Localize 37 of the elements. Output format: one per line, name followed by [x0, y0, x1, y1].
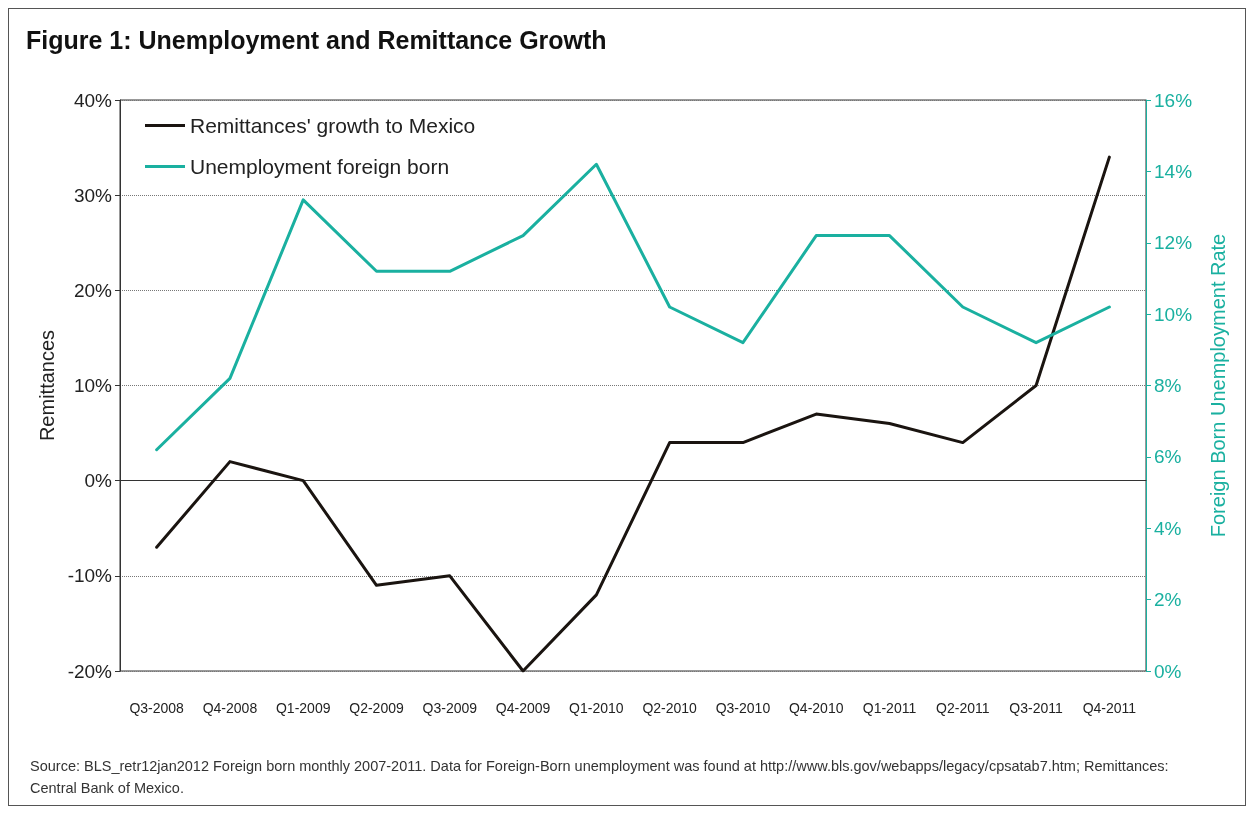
line-series: [155, 155, 1111, 673]
chart-title: Figure 1: Unemployment and Remittance Growth: [26, 26, 607, 55]
y-tick-label: -10%: [67, 565, 113, 587]
x-tick-label: Q3-2010: [715, 700, 771, 716]
y-tick-label: 30%: [73, 184, 113, 206]
x-tick-label: Q2-2011: [936, 700, 990, 716]
y2-axis-title: Foreign Born Unemployment Rate: [1207, 233, 1229, 538]
y-tick-label: -20%: [67, 660, 113, 682]
x-tick-label: Q1-2011: [862, 700, 917, 716]
x-tick-label: Q2-2010: [642, 700, 698, 716]
x-tick-label: Q4-2008: [202, 700, 258, 716]
y2-tick-label: 12%: [1154, 232, 1193, 254]
y2-tick-label: 4%: [1154, 517, 1182, 539]
x-tick-label: Q3-2011: [1009, 700, 1063, 716]
y2-tick-label: 14%: [1154, 160, 1193, 182]
x-tick-label: Q1-2009: [275, 700, 331, 716]
y-tick-label: 20%: [73, 279, 113, 301]
y2-tick-label: 10%: [1154, 303, 1193, 325]
x-tick-label: Q2-2009: [349, 700, 404, 716]
y2-tick-label: 6%: [1154, 446, 1182, 468]
y2-tick-label: 16%: [1154, 89, 1193, 111]
y-axis-title: Remittances: [35, 329, 58, 442]
x-tick-label: Q1-2010: [569, 700, 624, 716]
x-tick-label: Q4-2010: [788, 700, 844, 716]
source-note: Source: BLS_retr12jan2012 Foreign born monthly 2007-2011. Data for Foreign-Born unemployment was found at http://www.bls.gov/webapps/legacy/cpsatab7.htm; Remittances: Central Bank of Mexico.: [30, 757, 1170, 798]
y2-tick-label: 2%: [1154, 589, 1182, 611]
x-tick-label: Q3-2008: [129, 700, 185, 716]
legend-label: Unemployment foreign born: [190, 155, 450, 178]
y-tick-label: 10%: [73, 375, 113, 396]
legend-label: Remittances' growth to Mexico: [190, 114, 476, 137]
y-tick-label: 40%: [73, 89, 113, 111]
y-tick-label: 0%: [84, 470, 113, 492]
x-tick-label: Q4-2009: [495, 700, 551, 716]
y2-tick-label: 8%: [1154, 375, 1182, 396]
x-tick-label: Q4-2011: [1082, 700, 1137, 716]
y2-tick-label: 0%: [1154, 660, 1182, 682]
x-tick-label: Q3-2009: [422, 700, 478, 716]
